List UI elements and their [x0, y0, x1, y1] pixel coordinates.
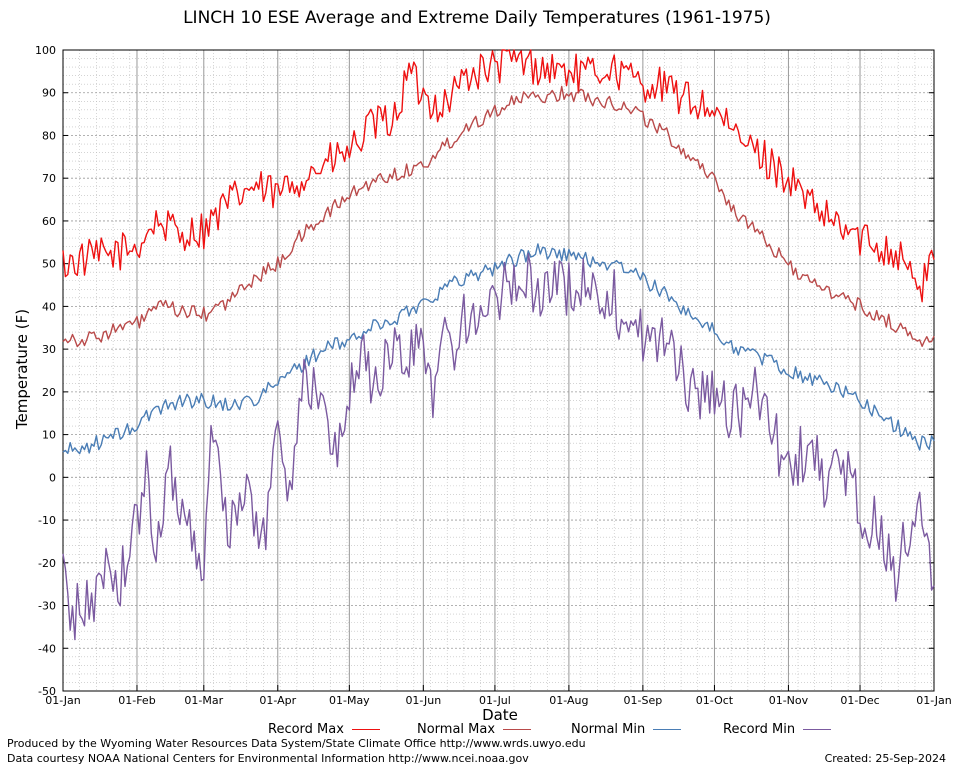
y-tick-label: 0: [49, 471, 56, 484]
x-axis-label: Date: [482, 706, 518, 724]
legend-label: Record Max: [268, 722, 344, 737]
legend-swatch: [653, 729, 682, 730]
major-grid: [62, 49, 935, 692]
y-tick-label: 50: [42, 258, 56, 271]
legend-normal-max: Normal Max: [417, 722, 532, 737]
legend-swatch: [503, 729, 532, 730]
legend-label: Record Min: [723, 722, 796, 737]
legend-normal-min: Normal Min: [571, 722, 682, 737]
x-tick-label: 01-Apr: [259, 694, 296, 707]
x-tick-label: 01-Aug: [549, 694, 588, 707]
y-tick-label: 70: [42, 172, 56, 185]
footer-credit-2: Data courtesy NOAA National Centers for …: [7, 752, 529, 765]
legend-record-min: Record Min: [723, 722, 832, 737]
y-tick-label: -10: [38, 514, 56, 527]
minor-grid: [62, 50, 934, 691]
legend-swatch: [803, 729, 832, 730]
x-tick-label: 01-Dec: [840, 694, 879, 707]
x-tick-label: 01-May: [329, 694, 370, 707]
x-tick-label: 01-Jan: [45, 694, 81, 707]
axis-ticks: [62, 49, 935, 692]
y-tick-label: -30: [38, 600, 56, 613]
y-tick-label: 40: [42, 300, 56, 313]
y-axis-label: Temperature (F): [13, 308, 31, 430]
y-tick-label: 80: [42, 129, 56, 142]
y-tick-label: 10: [42, 429, 56, 442]
legend-label: Normal Min: [571, 722, 646, 737]
legend-swatch: [351, 729, 380, 730]
x-tick-labels: 01-Jan 01-Feb 01-Mar 01-Apr 01-May 01-Jun 01-J…: [45, 694, 952, 707]
series-line-record-max: [62, 49, 935, 303]
plot-frame: [62, 49, 935, 692]
y-tick-label: -40: [38, 642, 56, 655]
series-line-normal-min: [62, 243, 935, 455]
x-tick-label: 01-Jul: [479, 694, 511, 707]
y-tick-label: 20: [42, 386, 56, 399]
x-tick-label: 01-Sep: [624, 694, 663, 707]
created-date: Created: 25-Sep-2024: [824, 752, 946, 765]
x-tick-label: 01-Nov: [769, 694, 809, 707]
footer-credit-1: Produced by the Wyoming Water Resources …: [7, 737, 586, 750]
series-line-normal-max: [62, 85, 935, 348]
series-layer: [62, 49, 935, 641]
x-tick-label: 01-Jan: [916, 694, 952, 707]
y-tick-label: 60: [42, 215, 56, 228]
x-tick-label: 01-Oct: [696, 694, 734, 707]
legend-label: Normal Max: [417, 722, 496, 737]
chart-title: LINCH 10 ESE Average and Extreme Daily T…: [183, 8, 771, 28]
legend-record-max: Record Max: [268, 722, 380, 737]
y-tick-label: 100: [35, 44, 56, 57]
x-tick-label: 01-Mar: [184, 694, 223, 707]
x-tick-label: 01-Feb: [118, 694, 155, 707]
x-tick-label: 01-Jun: [405, 694, 441, 707]
y-tick-label: 90: [42, 87, 56, 100]
y-tick-label: 30: [42, 343, 56, 356]
y-tick-label: -50: [38, 685, 56, 698]
y-tick-label: -20: [38, 557, 56, 570]
series-line-record-min: [62, 252, 935, 641]
